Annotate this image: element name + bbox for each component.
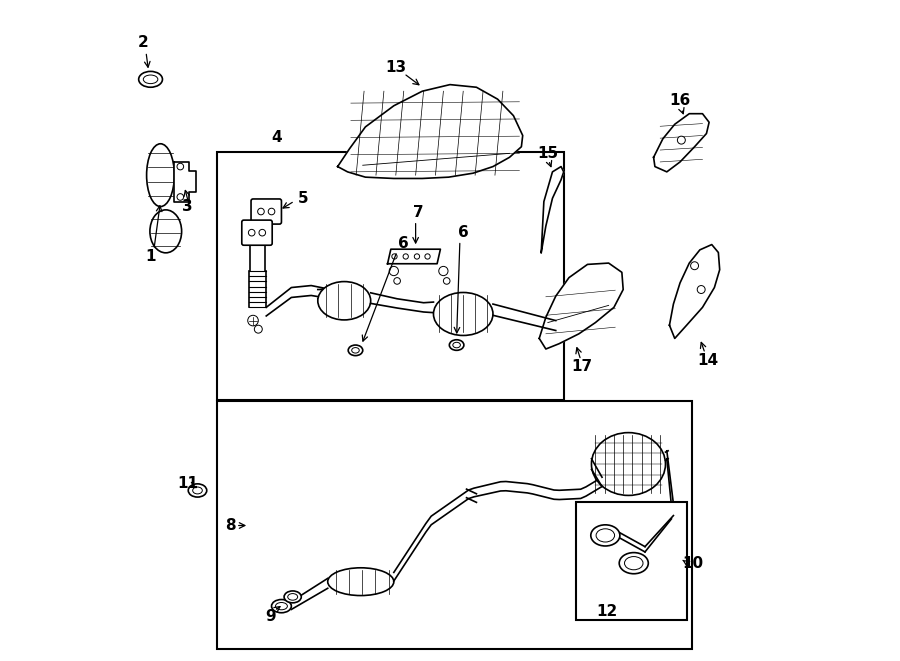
Circle shape [248,229,255,236]
Circle shape [248,315,258,326]
Circle shape [403,254,409,259]
Circle shape [394,278,400,284]
Circle shape [257,208,265,215]
Polygon shape [174,162,195,202]
Circle shape [678,136,685,144]
Text: 9: 9 [265,609,275,623]
Text: 2: 2 [138,36,148,50]
Ellipse shape [348,345,363,356]
Ellipse shape [275,603,287,609]
Text: 14: 14 [698,353,718,368]
Ellipse shape [288,594,298,600]
Text: 3: 3 [182,199,193,214]
Ellipse shape [596,529,615,542]
Circle shape [425,254,430,259]
Circle shape [690,262,698,270]
Text: 17: 17 [572,360,593,374]
Circle shape [444,278,450,284]
Ellipse shape [147,144,175,206]
Polygon shape [670,245,720,338]
Ellipse shape [272,600,292,613]
Bar [217,401,692,649]
Circle shape [177,163,184,170]
Circle shape [268,208,274,215]
Ellipse shape [352,348,359,353]
Circle shape [389,266,399,276]
Text: 5: 5 [298,191,309,206]
Text: 15: 15 [537,146,558,161]
Text: 12: 12 [597,604,618,619]
Circle shape [698,286,705,293]
Bar [576,502,687,620]
Circle shape [177,194,184,200]
Circle shape [259,229,266,236]
Text: 7: 7 [413,206,424,220]
Circle shape [255,325,262,333]
Ellipse shape [449,340,464,350]
Ellipse shape [434,292,493,335]
Circle shape [392,254,397,259]
Polygon shape [539,263,623,349]
Polygon shape [653,114,709,172]
Text: 1: 1 [145,249,156,264]
Ellipse shape [591,433,665,496]
Circle shape [439,266,448,276]
Text: 6: 6 [458,225,469,240]
FancyBboxPatch shape [242,220,272,245]
Ellipse shape [328,568,394,596]
Text: 8: 8 [225,518,236,533]
Ellipse shape [619,553,648,574]
Polygon shape [541,167,563,253]
Ellipse shape [143,75,157,84]
Ellipse shape [188,484,207,497]
Text: 11: 11 [177,477,198,491]
Ellipse shape [590,525,620,546]
Polygon shape [338,85,523,178]
Polygon shape [388,249,440,264]
Ellipse shape [139,71,163,87]
Text: 16: 16 [670,93,690,108]
Text: 10: 10 [683,556,704,570]
Text: 4: 4 [272,130,282,145]
Ellipse shape [193,487,202,494]
Ellipse shape [150,210,182,253]
Ellipse shape [453,342,461,348]
Circle shape [414,254,419,259]
Text: 13: 13 [385,60,407,75]
FancyBboxPatch shape [251,199,282,224]
Ellipse shape [284,591,302,603]
Bar [217,152,564,400]
Text: 6: 6 [399,236,410,251]
Ellipse shape [318,282,371,320]
Ellipse shape [625,557,643,570]
